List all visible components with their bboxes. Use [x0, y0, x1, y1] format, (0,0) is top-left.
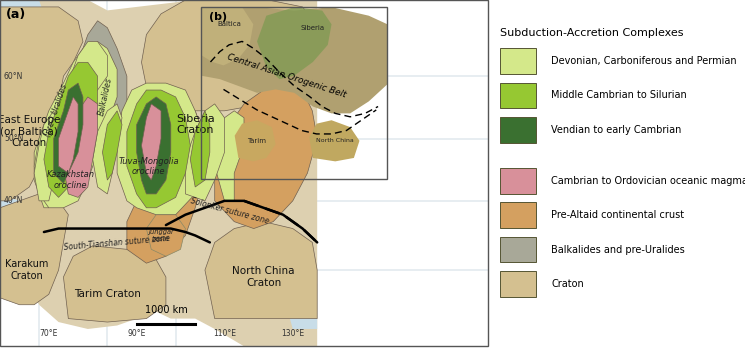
Polygon shape	[59, 97, 78, 173]
Text: Craton: Craton	[551, 279, 584, 289]
Text: Tarim Craton: Tarim Craton	[74, 289, 141, 300]
Polygon shape	[0, 0, 317, 346]
Polygon shape	[190, 111, 210, 187]
Polygon shape	[103, 111, 122, 180]
Text: Siberia: Siberia	[301, 25, 325, 31]
Polygon shape	[69, 41, 107, 97]
Text: South-Tianshan suture zone: South-Tianshan suture zone	[63, 233, 171, 252]
Polygon shape	[117, 83, 205, 215]
Text: Tuva-Mongolia
orocline: Tuva-Mongolia orocline	[118, 156, 179, 176]
Text: Tarim: Tarim	[247, 138, 267, 144]
Text: Balkalides: Balkalides	[96, 77, 113, 117]
Bar	[501, 202, 536, 228]
Text: Middle Cambrian to Silurian: Middle Cambrian to Silurian	[551, 90, 687, 100]
Polygon shape	[63, 97, 98, 197]
Text: 130°E: 130°E	[281, 329, 305, 338]
Polygon shape	[201, 7, 253, 65]
Text: Vendian to early Cambrian: Vendian to early Cambrian	[551, 125, 682, 135]
Polygon shape	[34, 111, 59, 201]
Text: Central Asian Orogenic Belt: Central Asian Orogenic Belt	[226, 52, 347, 99]
Text: 40°N: 40°N	[4, 196, 23, 205]
Polygon shape	[54, 83, 83, 183]
Text: Balkalides and pre-Uralides: Balkalides and pre-Uralides	[551, 245, 685, 255]
Text: Baltica: Baltica	[217, 21, 241, 27]
Text: Siberia
Craton: Siberia Craton	[176, 114, 215, 135]
Polygon shape	[34, 111, 59, 208]
Polygon shape	[215, 111, 244, 201]
Text: Karakum
Craton: Karakum Craton	[5, 259, 48, 281]
Text: 90°E: 90°E	[127, 329, 146, 338]
Text: 60°N: 60°N	[4, 72, 23, 81]
Text: Solonker suture zone: Solonker suture zone	[189, 196, 270, 226]
Polygon shape	[127, 97, 205, 263]
Polygon shape	[34, 41, 117, 208]
Polygon shape	[146, 215, 186, 256]
Polygon shape	[257, 7, 332, 79]
Polygon shape	[69, 21, 127, 145]
Bar	[501, 48, 536, 74]
Text: 1000 km: 1000 km	[145, 305, 187, 315]
Text: Subduction-Accretion Complexes: Subduction-Accretion Complexes	[501, 28, 684, 38]
Polygon shape	[0, 7, 83, 201]
Polygon shape	[215, 83, 317, 228]
Polygon shape	[0, 194, 69, 305]
Bar	[501, 82, 536, 108]
Bar	[501, 168, 536, 194]
Bar	[501, 271, 536, 297]
Polygon shape	[63, 246, 166, 322]
Polygon shape	[136, 97, 171, 194]
Polygon shape	[92, 104, 122, 194]
Text: (b): (b)	[209, 12, 226, 22]
Text: 110°E: 110°E	[213, 329, 236, 338]
Text: 50°N: 50°N	[4, 134, 23, 143]
Polygon shape	[127, 90, 190, 208]
Text: North China: North China	[317, 138, 354, 143]
Polygon shape	[201, 7, 387, 114]
Text: Cambrian to Ordovician oceanic magmatic arc: Cambrian to Ordovician oceanic magmatic …	[551, 176, 745, 186]
Polygon shape	[186, 104, 224, 201]
Text: East Europe
(or Baltica)
Craton: East Europe (or Baltica) Craton	[0, 115, 60, 148]
Polygon shape	[309, 120, 360, 161]
Polygon shape	[283, 277, 317, 329]
Text: Pre-Altaid continental crust: Pre-Altaid continental crust	[551, 210, 684, 220]
Text: 70°E: 70°E	[39, 329, 58, 338]
Bar	[501, 117, 536, 142]
Polygon shape	[235, 120, 276, 161]
Text: North China
Craton: North China Craton	[232, 266, 295, 288]
Text: (pre-) Uralides: (pre-) Uralides	[43, 83, 69, 139]
Text: Devonian, Carboniferous and Permian: Devonian, Carboniferous and Permian	[551, 56, 737, 66]
Polygon shape	[142, 0, 317, 111]
Polygon shape	[205, 222, 317, 318]
Polygon shape	[142, 104, 161, 180]
Text: (a): (a)	[6, 7, 26, 21]
Polygon shape	[44, 62, 98, 197]
Bar	[501, 237, 536, 262]
Polygon shape	[0, 0, 49, 41]
Text: Kazakhstan
orocline: Kazakhstan orocline	[47, 170, 95, 190]
Polygon shape	[0, 194, 29, 242]
Text: Junggar
basin: Junggar basin	[148, 229, 174, 242]
